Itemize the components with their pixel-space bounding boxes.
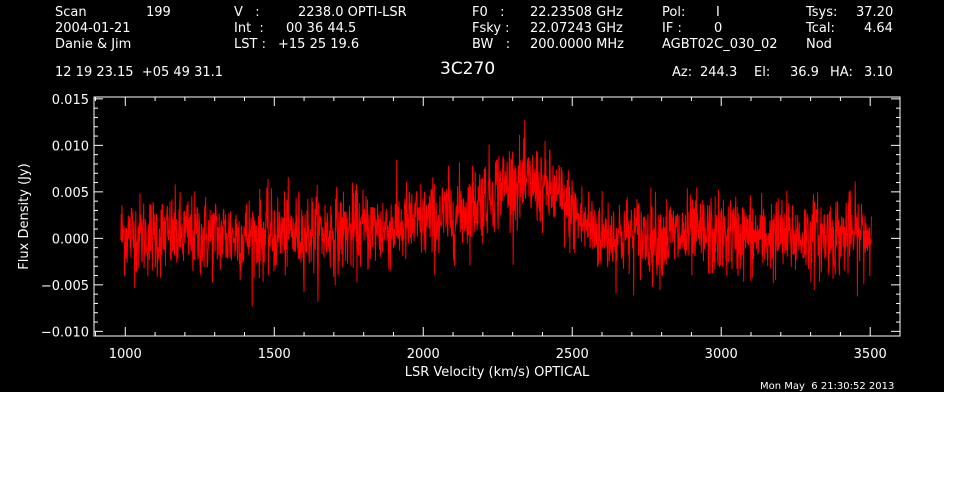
fsky-label: Fsky : [472,21,510,36]
x-axis-label: LSR Velocity (km/s) OPTICAL [405,365,590,380]
source-name: 3C270 [440,59,496,79]
ha-label: HA: [830,65,853,80]
scan-label: Scan [55,5,87,20]
plot-frame [93,96,901,337]
bw-value: 200.0000 MHz [530,37,624,52]
scan-value: 199 [146,5,171,20]
tcal-label: Tcal: [806,21,835,36]
tsys-value: 37.20 [856,5,894,20]
ha-value: 3.10 [864,65,893,80]
el-label: El: [754,65,771,80]
int-value: 00 36 44.5 [286,21,357,36]
y-axis: −0.010 −0.005 0.000 0.005 0.010 0.015 [41,93,900,340]
int-label: Int : [234,21,264,36]
x-tick-label: 2500 [556,347,589,362]
az-label: Az: [672,65,693,80]
if-label: IF : [662,21,682,36]
x-tick-label: 3500 [854,347,887,362]
lst-label: LST : [234,37,266,52]
spectrum-trace-series [120,119,873,307]
y-tick-label: 0.010 [52,139,89,154]
x-tick-label: 3000 [705,347,738,362]
x-tick-label: 1500 [258,347,291,362]
tsys-label: Tsys: [806,5,838,20]
y-tick-label: 0.015 [52,93,89,108]
obs-mode: Nod [806,37,832,52]
pol-value: I [716,5,720,20]
v-label: V : [234,5,260,20]
if-value: 0 [714,21,723,36]
y-tick-label: −0.005 [41,279,89,294]
x-tick-label: 2000 [407,347,440,362]
y-tick-label: −0.010 [41,325,89,340]
observers: Danie & Jim [55,37,132,52]
pol-label: Pol: [662,5,686,20]
project-id: AGBT02C_030_02 [662,37,778,52]
v-value: 2238.0 OPTI-LSR [298,5,407,20]
timestamp: Mon May 6 21:30:52 2013 [760,381,895,392]
az-value: 244.3 [700,65,738,80]
obs-date: 2004-01-21 [55,21,131,36]
f0-label: F0 : [472,5,505,20]
f0-value: 22.23508 GHz [530,5,623,20]
el-value: 36.9 [790,65,819,80]
spectrum-panel: Scan 199 2004-01-21 Danie & Jim V : 2238… [0,0,944,392]
tcal-value: 4.64 [864,21,893,36]
y-tick-label: 0.000 [52,232,89,247]
lst-value: +15 25 19.6 [278,37,360,52]
y-axis-label: Flux Density (Jy) [17,163,32,269]
y-tick-label: 0.005 [52,186,89,201]
source-coords: 12 19 23.15 +05 49 31.1 [55,65,224,80]
fsky-value: 22.07243 GHz [530,21,623,36]
x-axis: 1000 1500 2000 2500 3000 3500 [94,97,901,362]
bw-label: BW : [472,37,511,52]
spectrum-chart: 1000 1500 2000 2500 3000 3500 −0.010 −0.005 0.0… [17,93,901,380]
x-tick-label: 1000 [109,347,142,362]
